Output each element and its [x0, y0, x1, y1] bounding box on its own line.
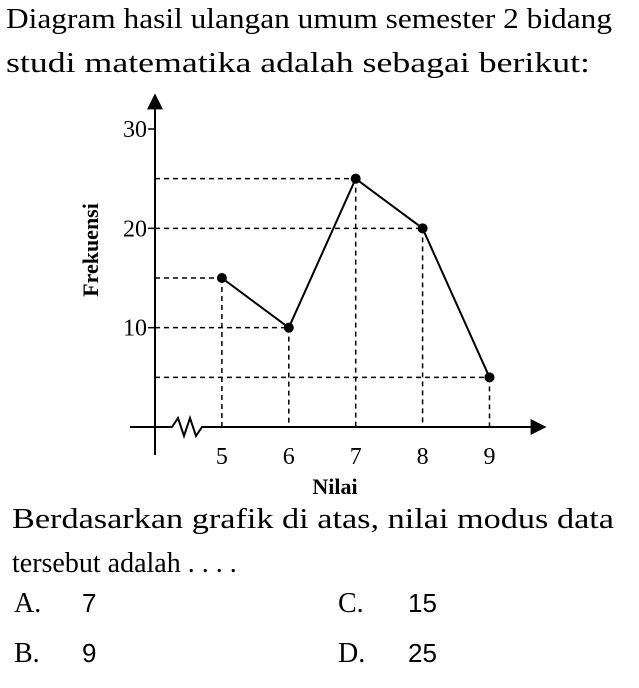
y-tick-label: 20	[123, 216, 147, 242]
prompt-line: tersebut adalah . . . .	[12, 548, 237, 579]
question-line: Diagram hasil ulangan umum semester 2 bi…	[6, 4, 612, 35]
plot: 10 20 30 5 6 7 8 9	[123, 117, 495, 470]
option-letter: A.	[14, 588, 41, 619]
data-point	[283, 322, 294, 333]
data-point	[350, 173, 361, 184]
option-text: 15	[408, 588, 437, 618]
question-line: studi matematika adalah sebagai berikut:	[6, 48, 590, 79]
prompt-line: Berdasarkan grafik di atas, nilai modus …	[12, 504, 615, 535]
data-point	[484, 372, 495, 383]
option-text: 9	[82, 638, 96, 668]
option-text: 7	[82, 588, 96, 618]
y-tick-label: 10	[123, 316, 147, 342]
option-text: 25	[408, 638, 437, 668]
data-point	[216, 273, 227, 283]
x-axis-label: Nilai	[312, 474, 357, 499]
option-letter: D.	[338, 638, 365, 669]
x-tick-label: 5	[216, 444, 228, 470]
x-axis	[130, 414, 547, 440]
x-tick-label: 6	[283, 444, 295, 470]
option-letter: B.	[14, 638, 40, 669]
x-tick-label: 8	[417, 444, 429, 470]
x-tick-label: 9	[483, 444, 495, 470]
y-axis-label: Frekuensi	[78, 203, 103, 297]
x-tick-label: 7	[350, 444, 362, 470]
option-letter: C.	[338, 588, 364, 619]
y-tick-label: 30	[123, 117, 147, 143]
data-point	[417, 223, 428, 234]
